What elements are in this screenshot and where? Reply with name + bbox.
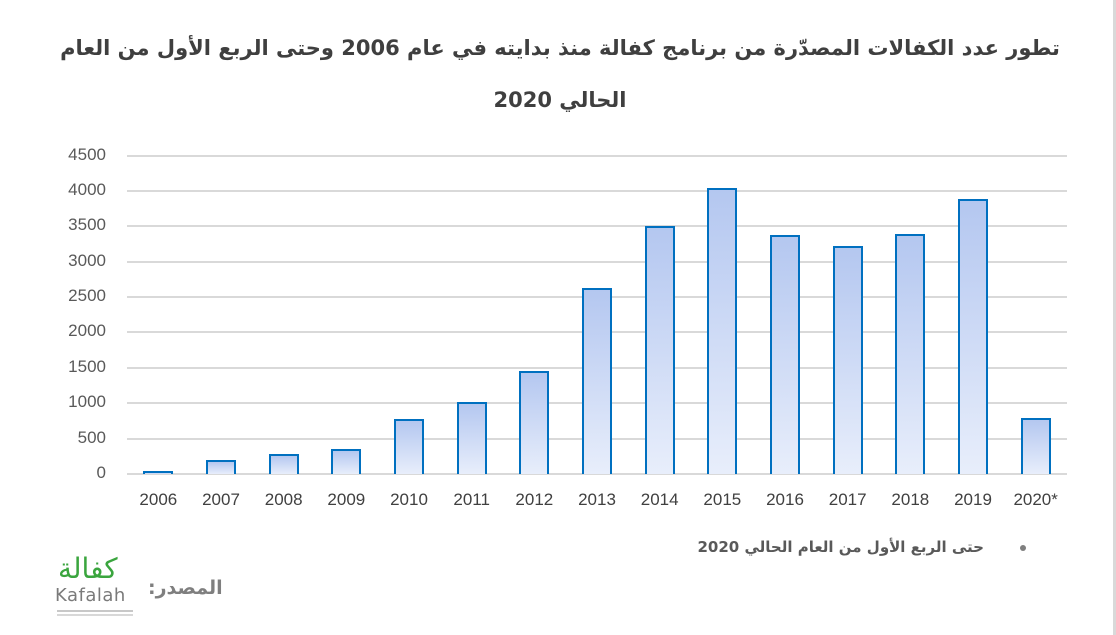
right-border	[1113, 0, 1116, 635]
y-axis-tick-label: 4000	[68, 179, 106, 199]
chart-title: تطور عدد الكفالات المصدّرة من برنامج كفا…	[60, 22, 1060, 126]
bar-2010	[394, 418, 424, 474]
x-axis-tick-label: 2007	[202, 490, 240, 509]
y-axis-tick-label: 3500	[68, 215, 106, 235]
y-axis-tick-label: 2500	[68, 286, 106, 306]
y-axis-tick-label: 0	[96, 463, 106, 482]
bar-2007	[206, 460, 236, 474]
x-axis-tick-label: 2018	[891, 490, 930, 509]
bar-2013	[582, 287, 612, 474]
logo-arabic-text: كفالة	[58, 552, 118, 585]
bar-2017	[832, 245, 863, 474]
x-axis-tick-label: 2009	[327, 490, 366, 509]
x-axis-tick-label: 2010	[390, 490, 428, 509]
gridline	[127, 260, 1067, 263]
x-axis-tick-label: 2019	[954, 490, 992, 509]
bar-2008	[268, 454, 299, 474]
x-axis-tick-label: 2012	[515, 490, 554, 509]
x-axis-tick-label: 2006	[139, 490, 178, 509]
gridline	[127, 473, 1067, 475]
bar-2015	[707, 187, 738, 474]
footnote-text: حتى الربع الأول من العام الحالي 2020	[697, 538, 984, 556]
x-axis-tick-label: 2015	[703, 490, 742, 509]
y-axis-tick-label: 4500	[68, 144, 106, 164]
bar-2020-star	[1020, 417, 1051, 474]
x-axis-tick-label: 2013	[578, 490, 616, 509]
source-label: المصدر:	[148, 577, 223, 599]
x-axis-tick-label: 2017	[828, 490, 867, 509]
gridline	[127, 225, 1067, 228]
y-axis-tick-label: 1000	[68, 392, 106, 412]
x-axis-tick-label: 2016	[766, 490, 804, 509]
bar-2018	[895, 233, 926, 474]
footnote: حتى الربع الأول من العام الحالي 2020	[697, 538, 1026, 556]
logo-english-text: Kafalah	[55, 585, 126, 606]
bar-2011	[456, 401, 487, 474]
kafalah-logo: كفالة Kafalah	[55, 552, 135, 627]
bar-2012	[519, 370, 550, 474]
gridline	[127, 154, 1067, 157]
x-axis-tick-label: 2011	[453, 490, 490, 509]
bar-2014	[644, 225, 675, 474]
y-axis-tick-label: 1500	[68, 356, 106, 376]
x-axis-tick-label: 2020*	[1013, 490, 1058, 509]
bar-2016	[770, 234, 800, 474]
bar-2019	[958, 199, 988, 474]
chart-title-line2: الحالي 2020	[493, 88, 627, 112]
bar-2009	[331, 448, 362, 474]
logo-tagline	[57, 610, 133, 612]
bar-2006	[143, 471, 174, 474]
y-axis-tick-label: 500	[77, 427, 106, 447]
x-axis-tick-label: 2014	[640, 490, 679, 509]
gridline	[127, 189, 1067, 192]
x-axis-tick-label: 2008	[264, 490, 303, 509]
bullet-icon	[1020, 544, 1026, 551]
y-axis-tick-label: 2000	[68, 321, 106, 341]
chart-title-line1: تطور عدد الكفالات المصدّرة من برنامج كفا…	[60, 36, 1060, 60]
y-axis-tick-label: 3000	[68, 250, 106, 270]
logo-tagline-en	[57, 614, 133, 616]
